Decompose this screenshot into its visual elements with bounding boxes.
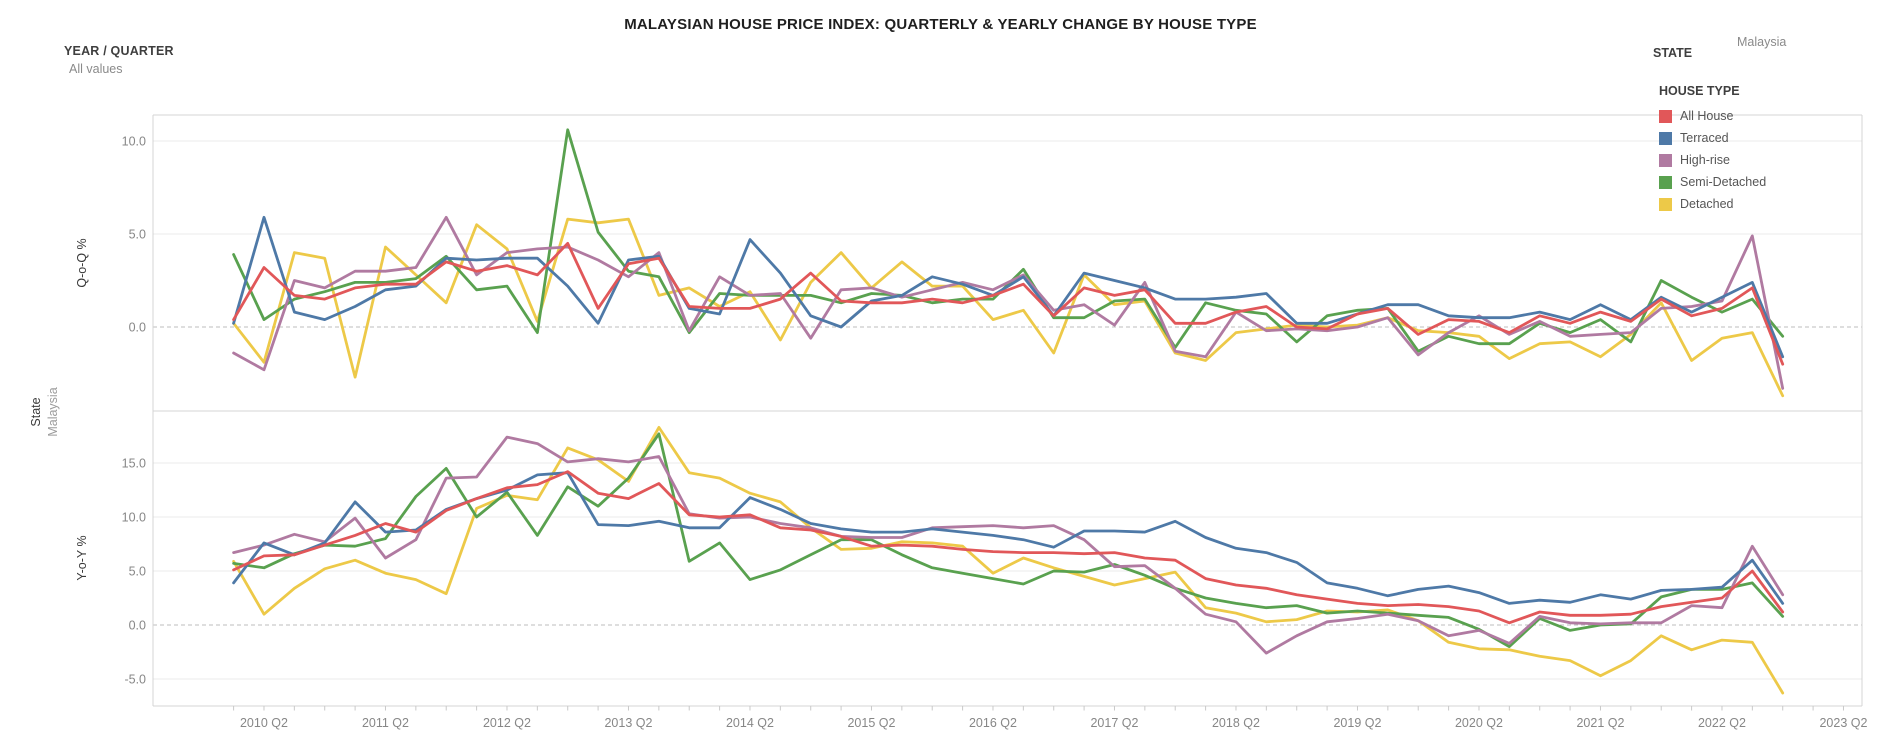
legend-item-label: High-rise (1680, 153, 1731, 167)
legend-swatch-icon (1659, 175, 1672, 189)
legend-item-label: Detached (1680, 197, 1734, 211)
state-filter-label: STATE (1653, 46, 1693, 60)
x-axis-label: 2013 Q2 (604, 716, 652, 730)
legend-item-label: Semi-Detached (1680, 175, 1767, 189)
legend-item-label: All House (1680, 109, 1734, 123)
legend-item-detached[interactable]: Detached (1659, 193, 1766, 215)
x-axis-label: 2020 Q2 (1455, 716, 1503, 730)
x-axis-label: 2022 Q2 (1698, 716, 1746, 730)
y-tick-label: 0.0 (129, 321, 146, 335)
x-axis-label: 2011 Q2 (362, 716, 409, 730)
x-axis-label: 2014 Q2 (726, 716, 774, 730)
y-tick-label: 5.0 (129, 565, 146, 579)
legend-swatch-icon (1659, 197, 1672, 211)
legend-item-semi-detached[interactable]: Semi-Detached (1659, 171, 1766, 193)
x-axis-label: 2015 Q2 (847, 716, 895, 730)
legend-item-all-house[interactable]: All House (1659, 105, 1766, 127)
year-quarter-filter-label: YEAR / QUARTER (64, 44, 174, 58)
x-axis-label: 2010 Q2 (240, 716, 288, 730)
x-axis-label: 2021 Q2 (1576, 716, 1624, 730)
x-axis-label: 2023 Q2 (1819, 716, 1867, 730)
series-line-detached[interactable] (232, 217, 1785, 398)
legend-title: HOUSE TYPE (1659, 84, 1740, 98)
qoq-axis-title: Q-o-Q % (75, 238, 89, 287)
legend-swatch-icon (1659, 131, 1672, 145)
series-line-high-rise[interactable] (232, 435, 1785, 655)
state-filter-value[interactable]: Malaysia (1737, 35, 1787, 49)
row-header-field: State (29, 397, 43, 426)
y-tick-label: 0.0 (129, 619, 146, 633)
row-header-value: Malaysia (46, 387, 60, 436)
legend-item-terraced[interactable]: Terraced (1659, 127, 1766, 149)
year-quarter-filter[interactable]: YEAR / QUARTER All values (64, 44, 174, 76)
series-line-semi-detached[interactable] (232, 432, 1785, 648)
x-axis-label: 2018 Q2 (1212, 716, 1260, 730)
x-axis-label: 2017 Q2 (1090, 716, 1138, 730)
house-type-legend: HOUSE TYPE All House Terraced High-rise Sem… (1659, 84, 1766, 215)
legend-swatch-icon (1659, 109, 1672, 123)
y-tick-label: 10.0 (122, 135, 146, 149)
series-line-semi-detached[interactable] (232, 128, 1785, 353)
series-line-all-house[interactable] (232, 241, 1785, 366)
y-tick-label: 15.0 (122, 457, 146, 471)
y-tick-label: 10.0 (122, 511, 146, 525)
y-tick-label: 5.0 (129, 228, 146, 242)
x-axis-label: 2019 Q2 (1333, 716, 1381, 730)
yoy-axis-title: Y-o-Y % (75, 535, 89, 580)
series-line-high-rise[interactable] (232, 215, 1785, 390)
series-line-detached[interactable] (232, 425, 1785, 695)
x-axis-label: 2012 Q2 (483, 716, 531, 730)
y-tick-label: -5.0 (124, 673, 146, 687)
series-line-terraced[interactable] (232, 215, 1785, 359)
year-quarter-filter-value[interactable]: All values (69, 62, 123, 76)
page-title: MALAYSIAN HOUSE PRICE INDEX: QUARTERLY &… (624, 16, 1257, 33)
legend-item-label: Terraced (1680, 131, 1729, 145)
series-line-all-house[interactable] (232, 470, 1785, 625)
x-axis-label: 2016 Q2 (969, 716, 1017, 730)
legend-item-high-rise[interactable]: High-rise (1659, 149, 1766, 171)
legend-swatch-icon (1659, 153, 1672, 167)
